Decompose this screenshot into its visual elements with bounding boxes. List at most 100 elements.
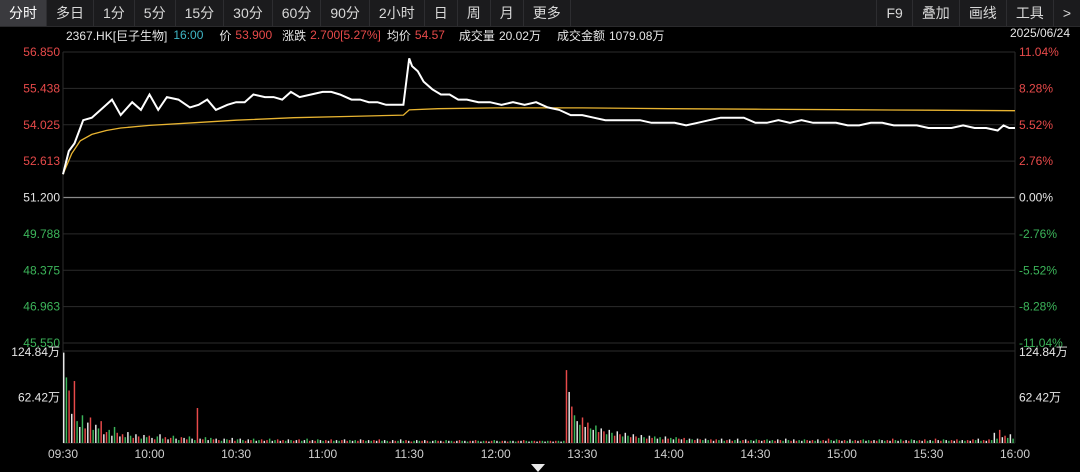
volume-bar bbox=[530, 440, 533, 443]
volume-bar bbox=[857, 440, 859, 443]
volume-bar bbox=[579, 424, 581, 443]
volume-bar bbox=[314, 440, 316, 443]
change-label: 涨跌 bbox=[282, 28, 307, 43]
volume-bar bbox=[306, 438, 308, 443]
tool-1[interactable]: 叠加 bbox=[911, 0, 959, 26]
volume-bar bbox=[458, 440, 461, 443]
volume-bar bbox=[450, 440, 453, 443]
volume-bar bbox=[284, 440, 287, 443]
volume-bar bbox=[506, 441, 509, 443]
volume-bar bbox=[1012, 438, 1014, 443]
time-tick-label: 16:00 bbox=[1000, 447, 1030, 461]
volume-bar bbox=[343, 439, 346, 443]
volume-tick-label: 124.84万 bbox=[11, 345, 60, 359]
avg-value: 54.57 bbox=[414, 28, 445, 42]
volume-bar bbox=[897, 440, 899, 443]
volume-bar bbox=[247, 439, 249, 443]
volume-bar bbox=[659, 437, 661, 443]
volume-bar bbox=[445, 440, 447, 443]
volume-bar bbox=[833, 440, 835, 443]
period-toolbar: 分时 多日 1分 5分 15分 30分 60分 90分 2小时日周月更多 F9 叠加 画线 工具 > bbox=[0, 0, 1080, 27]
tab-9[interactable]: 日 bbox=[425, 0, 458, 26]
volume-bar bbox=[335, 440, 338, 443]
volume-bar bbox=[670, 437, 672, 443]
volume-bar bbox=[835, 439, 838, 443]
tool-2[interactable]: 画线 bbox=[958, 0, 1006, 26]
volume-bar bbox=[910, 439, 913, 443]
tab-0[interactable]: 分时 bbox=[0, 0, 47, 26]
tool-3[interactable]: 工具 bbox=[1005, 0, 1053, 26]
time-tick-label: 15:00 bbox=[827, 447, 857, 461]
volume-bar bbox=[924, 439, 926, 443]
volume-bar bbox=[555, 440, 557, 443]
volume-bar bbox=[485, 440, 487, 443]
volume-bar bbox=[747, 440, 750, 443]
volume-bar bbox=[766, 439, 768, 443]
volume-bar bbox=[129, 435, 132, 443]
tab-5[interactable]: 30分 bbox=[224, 0, 273, 26]
volume-bar bbox=[231, 437, 233, 443]
volume-bar bbox=[768, 440, 771, 443]
tool-4[interactable]: > bbox=[1052, 0, 1080, 26]
volume-bar bbox=[870, 440, 873, 443]
tab-2[interactable]: 1分 bbox=[94, 0, 135, 26]
volume-bar bbox=[76, 421, 78, 443]
volume-bar bbox=[969, 440, 972, 443]
percent-tick-label: -2.76% bbox=[1019, 227, 1057, 241]
volume-bar bbox=[536, 441, 538, 443]
volume-bar bbox=[424, 440, 426, 443]
time-tick-label: 13:30 bbox=[567, 447, 597, 461]
volume-bar bbox=[365, 440, 367, 443]
volume-bar bbox=[691, 439, 693, 443]
volume-bar bbox=[383, 440, 386, 443]
volume-bar bbox=[292, 440, 295, 443]
volume-bar bbox=[934, 438, 937, 443]
volume-bar bbox=[215, 438, 217, 443]
volume-bar bbox=[726, 440, 728, 443]
tab-6[interactable]: 60分 bbox=[273, 0, 322, 26]
volume-bar bbox=[525, 440, 528, 443]
volume-bar bbox=[180, 437, 183, 443]
tab-10[interactable]: 周 bbox=[458, 0, 491, 26]
tab-11[interactable]: 月 bbox=[491, 0, 524, 26]
time-cursor-caret-icon[interactable] bbox=[531, 464, 545, 472]
tab-3[interactable]: 5分 bbox=[135, 0, 176, 26]
volume-bar bbox=[894, 440, 897, 443]
volume-bar bbox=[635, 436, 637, 443]
volume-bar bbox=[723, 440, 725, 443]
volume-bar bbox=[825, 440, 827, 443]
volume-bar bbox=[998, 429, 1001, 443]
volume-bar bbox=[271, 440, 274, 443]
volume-bar bbox=[996, 438, 998, 443]
volume-bar bbox=[375, 440, 378, 443]
volume-bar bbox=[881, 440, 883, 443]
volume-bar bbox=[210, 437, 212, 443]
volume-bar bbox=[940, 440, 942, 443]
tab-8[interactable]: 2小时 bbox=[370, 0, 425, 26]
volume-bar bbox=[426, 440, 429, 443]
volume-bar bbox=[985, 440, 988, 443]
volume-bar bbox=[145, 437, 148, 443]
volume-bar bbox=[974, 440, 977, 443]
price-tick-label: 45.550 bbox=[23, 336, 60, 350]
volume-bar bbox=[702, 440, 704, 443]
volume-tick-label: 124.84万 bbox=[1019, 345, 1068, 359]
volume-bar bbox=[501, 440, 504, 443]
volume-bar bbox=[696, 438, 699, 443]
time-tick-label: 14:30 bbox=[740, 447, 770, 461]
volume-bar bbox=[980, 440, 982, 443]
tool-0[interactable]: F9 bbox=[876, 0, 911, 26]
tab-7[interactable]: 90分 bbox=[321, 0, 370, 26]
volume-bar bbox=[683, 437, 685, 443]
tab-4[interactable]: 15分 bbox=[176, 0, 225, 26]
volume-bar bbox=[889, 440, 891, 443]
tab-12[interactable]: 更多 bbox=[524, 0, 571, 26]
volume-bar bbox=[322, 440, 324, 443]
tab-1[interactable]: 多日 bbox=[47, 0, 94, 26]
percent-tick-label: -5.52% bbox=[1019, 263, 1057, 277]
volume-bar bbox=[466, 441, 469, 443]
period-tabs: 分时 多日 1分 5分 15分 30分 60分 90分 2小时日周月更多 bbox=[0, 0, 571, 26]
volume-bar bbox=[325, 440, 327, 443]
percent-tick-label: -8.28% bbox=[1019, 300, 1057, 314]
